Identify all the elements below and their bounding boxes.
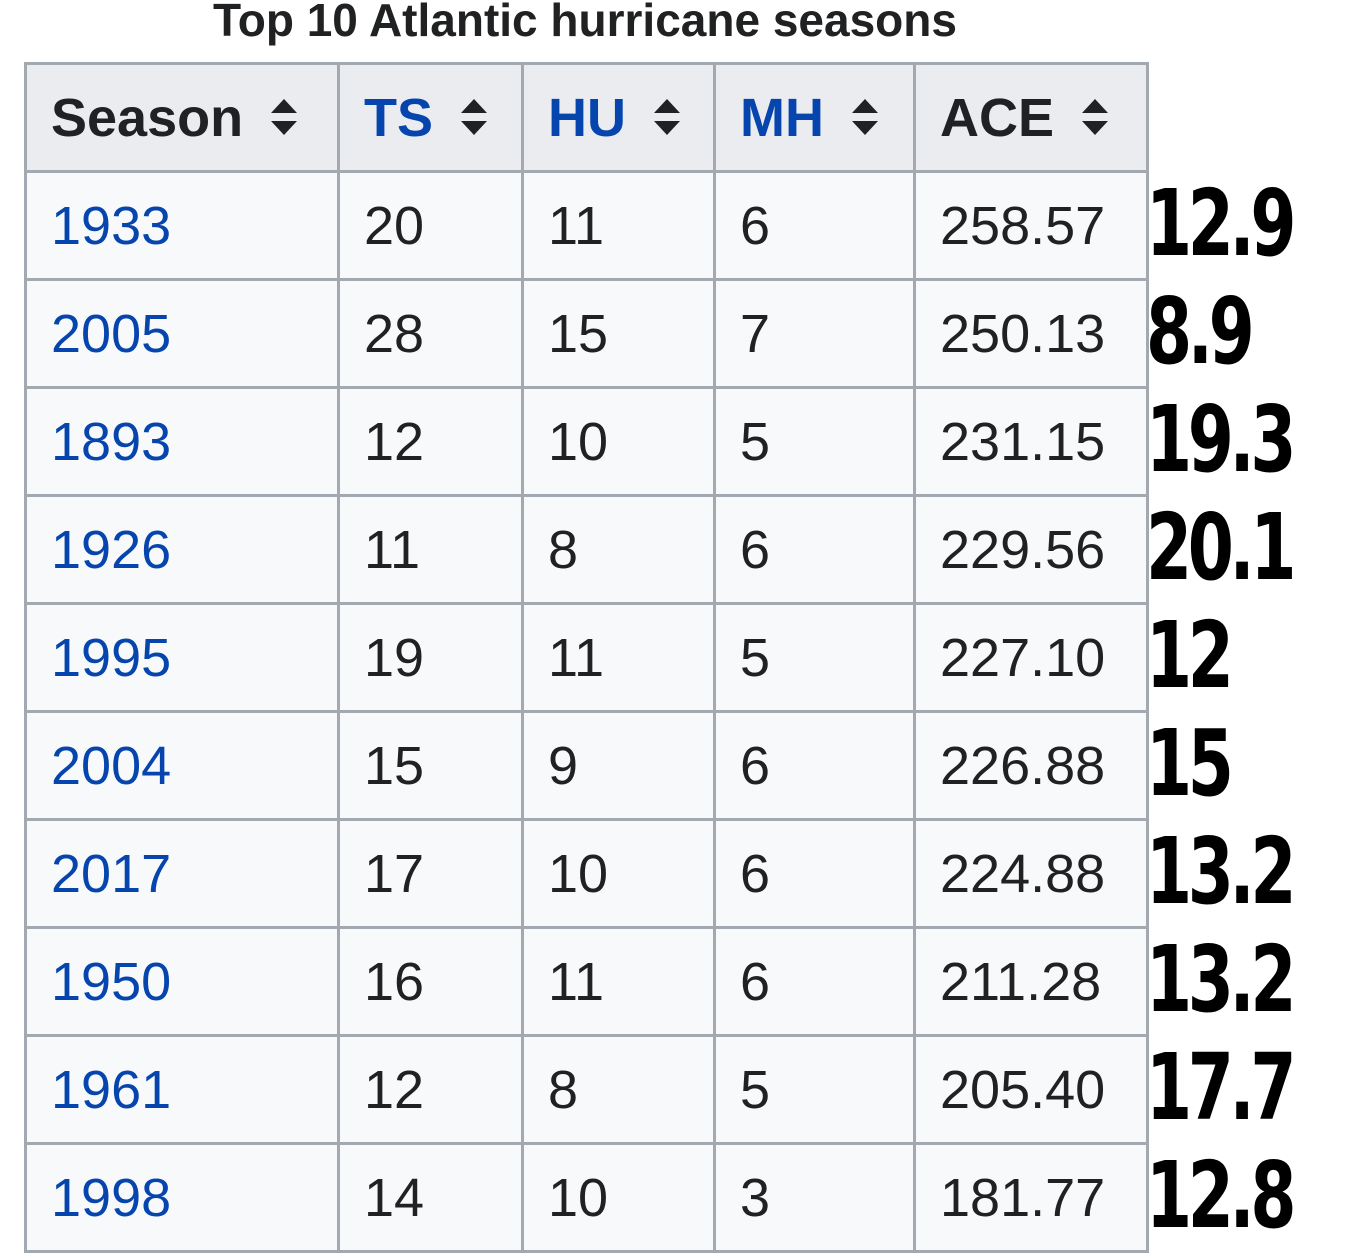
season-link[interactable]: 1933 (24, 170, 340, 281)
side-value: 12.9 (1146, 170, 1296, 277)
column-header-season[interactable]: Season (24, 62, 340, 173)
season-link[interactable]: 2004 (24, 710, 340, 821)
side-value: 12.8 (1146, 1142, 1296, 1249)
hu-cell: 11 (521, 170, 716, 281)
season-link[interactable]: 1926 (24, 494, 340, 605)
ace-cell: 227.10 (913, 602, 1149, 713)
ace-cell: 258.57 (913, 170, 1149, 281)
table-row: 1933 20 11 6 258.57 (24, 170, 1149, 281)
hu-cell: 8 (521, 494, 716, 605)
mh-cell: 5 (713, 602, 916, 713)
header-row: Season TS HU MH ACE (24, 62, 1149, 173)
column-header-label: ACE (940, 87, 1055, 148)
season-link[interactable]: 1950 (24, 926, 340, 1037)
mh-cell: 7 (713, 278, 916, 389)
hu-cell: 10 (521, 818, 716, 929)
column-header-mh[interactable]: MH (713, 62, 916, 173)
side-value: 13.2 (1146, 926, 1296, 1033)
ace-cell: 205.40 (913, 1034, 1149, 1145)
ts-cell: 12 (337, 1034, 524, 1145)
ts-cell: 19 (337, 602, 524, 713)
ts-cell: 14 (337, 1142, 524, 1253)
hu-cell: 9 (521, 710, 716, 821)
column-header-label[interactable]: MH (740, 87, 824, 148)
season-link[interactable]: 1893 (24, 386, 340, 497)
column-header-label: Season (51, 87, 244, 148)
sort-updown-icon[interactable] (1080, 97, 1110, 137)
column-header-label[interactable]: TS (364, 87, 434, 148)
sort-updown-icon[interactable] (269, 97, 299, 137)
season-link[interactable]: 1961 (24, 1034, 340, 1145)
side-value: 13.2 (1146, 818, 1296, 925)
side-value: 8.9 (1146, 278, 1255, 385)
ace-cell: 226.88 (913, 710, 1149, 821)
table-row: 1995 19 11 5 227.10 (24, 602, 1149, 713)
ace-cell: 224.88 (913, 818, 1149, 929)
ace-cell: 181.77 (913, 1142, 1149, 1253)
side-value: 12 (1146, 602, 1234, 709)
mh-cell: 5 (713, 1034, 916, 1145)
ace-cell: 229.56 (913, 494, 1149, 605)
hu-cell: 10 (521, 386, 716, 497)
mh-cell: 5 (713, 386, 916, 497)
season-link[interactable]: 1995 (24, 602, 340, 713)
hurricane-seasons-table: Season TS HU MH ACE 1933 20 11 6 258.57 … (24, 62, 1149, 1253)
sort-updown-icon[interactable] (652, 97, 682, 137)
hu-cell: 15 (521, 278, 716, 389)
season-link[interactable]: 2017 (24, 818, 340, 929)
mh-cell: 6 (713, 818, 916, 929)
hu-cell: 11 (521, 926, 716, 1037)
table-row: 1961 12 8 5 205.40 (24, 1034, 1149, 1145)
ts-cell: 15 (337, 710, 524, 821)
table-row: 1998 14 10 3 181.77 (24, 1142, 1149, 1253)
mh-cell: 6 (713, 170, 916, 281)
ts-cell: 20 (337, 170, 524, 281)
table-row: 1926 11 8 6 229.56 (24, 494, 1149, 605)
side-value: 19.3 (1146, 386, 1296, 493)
table-row: 1950 16 11 6 211.28 (24, 926, 1149, 1037)
hu-cell: 8 (521, 1034, 716, 1145)
ts-cell: 16 (337, 926, 524, 1037)
sort-updown-icon[interactable] (850, 97, 880, 137)
hu-cell: 11 (521, 602, 716, 713)
table-row: 1893 12 10 5 231.15 (24, 386, 1149, 497)
side-value: 20.1 (1146, 494, 1296, 601)
ace-cell: 250.13 (913, 278, 1149, 389)
column-header-ts[interactable]: TS (337, 62, 524, 173)
mh-cell: 6 (713, 710, 916, 821)
ts-cell: 12 (337, 386, 524, 497)
table-row: 2017 17 10 6 224.88 (24, 818, 1149, 929)
season-link[interactable]: 1998 (24, 1142, 340, 1253)
hu-cell: 10 (521, 1142, 716, 1253)
season-link[interactable]: 2005 (24, 278, 340, 389)
ts-cell: 11 (337, 494, 524, 605)
mh-cell: 6 (713, 926, 916, 1037)
column-header-label[interactable]: HU (548, 87, 626, 148)
ts-cell: 17 (337, 818, 524, 929)
ace-cell: 211.28 (913, 926, 1149, 1037)
ts-cell: 28 (337, 278, 524, 389)
mh-cell: 6 (713, 494, 916, 605)
table-title: Top 10 Atlantic hurricane seasons (213, 0, 957, 46)
column-header-hu[interactable]: HU (521, 62, 716, 173)
mh-cell: 3 (713, 1142, 916, 1253)
sort-updown-icon[interactable] (459, 97, 489, 137)
table-row: 2005 28 15 7 250.13 (24, 278, 1149, 389)
column-header-ace[interactable]: ACE (913, 62, 1149, 173)
ace-cell: 231.15 (913, 386, 1149, 497)
side-value: 15 (1146, 710, 1234, 817)
table-row: 2004 15 9 6 226.88 (24, 710, 1149, 821)
side-value: 17.7 (1146, 1034, 1296, 1141)
